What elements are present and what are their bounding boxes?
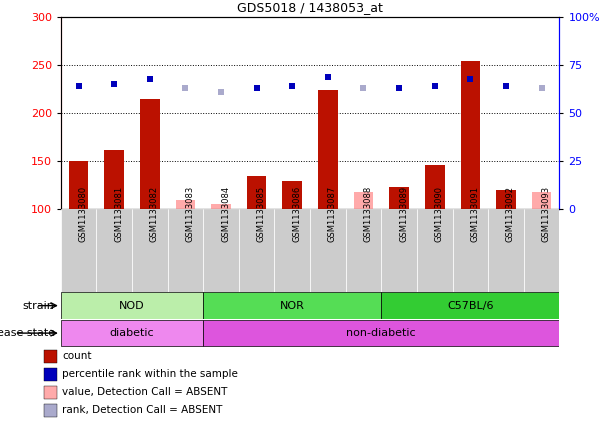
Bar: [203, 292, 381, 319]
Bar: [460, 61, 480, 209]
Bar: [452, 209, 488, 292]
Bar: [425, 165, 444, 209]
Bar: [44, 368, 57, 381]
Text: GSM1133087: GSM1133087: [328, 185, 337, 242]
Bar: [211, 203, 231, 209]
Text: GSM1133092: GSM1133092: [506, 186, 515, 242]
Text: percentile rank within the sample: percentile rank within the sample: [62, 369, 238, 379]
Bar: [203, 320, 559, 346]
Bar: [44, 350, 57, 363]
Text: GSM1133081: GSM1133081: [114, 185, 123, 242]
Text: NOD: NOD: [119, 301, 145, 310]
Text: GSM1133083: GSM1133083: [185, 185, 195, 242]
Bar: [61, 292, 203, 319]
Text: GSM1133093: GSM1133093: [542, 185, 551, 242]
Bar: [61, 209, 97, 292]
Text: non-diabetic: non-diabetic: [347, 328, 416, 338]
Text: GSM1133089: GSM1133089: [399, 185, 408, 242]
Bar: [176, 200, 195, 209]
Bar: [381, 209, 417, 292]
Text: value, Detection Call = ABSENT: value, Detection Call = ABSENT: [62, 387, 227, 397]
Text: rank, Detection Call = ABSENT: rank, Detection Call = ABSENT: [62, 405, 223, 415]
Bar: [168, 209, 203, 292]
Bar: [532, 192, 551, 209]
Bar: [381, 292, 559, 319]
Text: count: count: [62, 351, 92, 361]
Title: GDS5018 / 1438053_at: GDS5018 / 1438053_at: [237, 1, 383, 14]
Bar: [61, 320, 203, 346]
Bar: [203, 209, 239, 292]
Bar: [44, 386, 57, 398]
Bar: [523, 209, 559, 292]
Bar: [105, 150, 124, 209]
Bar: [274, 209, 310, 292]
Bar: [389, 187, 409, 209]
Bar: [69, 161, 88, 209]
Text: GSM1133091: GSM1133091: [471, 186, 479, 242]
Text: GSM1133086: GSM1133086: [292, 185, 302, 242]
Bar: [132, 209, 168, 292]
Text: strain: strain: [23, 301, 55, 310]
Bar: [496, 190, 516, 209]
Text: NOR: NOR: [280, 301, 305, 310]
Text: disease state: disease state: [0, 328, 55, 338]
Text: GSM1133084: GSM1133084: [221, 185, 230, 242]
Bar: [247, 176, 266, 209]
Bar: [97, 209, 132, 292]
Bar: [310, 209, 346, 292]
Bar: [318, 90, 337, 209]
Text: diabetic: diabetic: [109, 328, 154, 338]
Bar: [354, 192, 373, 209]
Bar: [239, 209, 274, 292]
Text: C57BL/6: C57BL/6: [447, 301, 494, 310]
Text: GSM1133085: GSM1133085: [257, 185, 266, 242]
Bar: [488, 209, 523, 292]
Bar: [283, 181, 302, 209]
Text: GSM1133080: GSM1133080: [78, 185, 88, 242]
Text: GSM1133082: GSM1133082: [150, 185, 159, 242]
Text: GSM1133088: GSM1133088: [364, 185, 373, 242]
Bar: [417, 209, 452, 292]
Bar: [140, 99, 160, 209]
Bar: [346, 209, 381, 292]
Text: GSM1133090: GSM1133090: [435, 186, 444, 242]
Bar: [44, 404, 57, 417]
